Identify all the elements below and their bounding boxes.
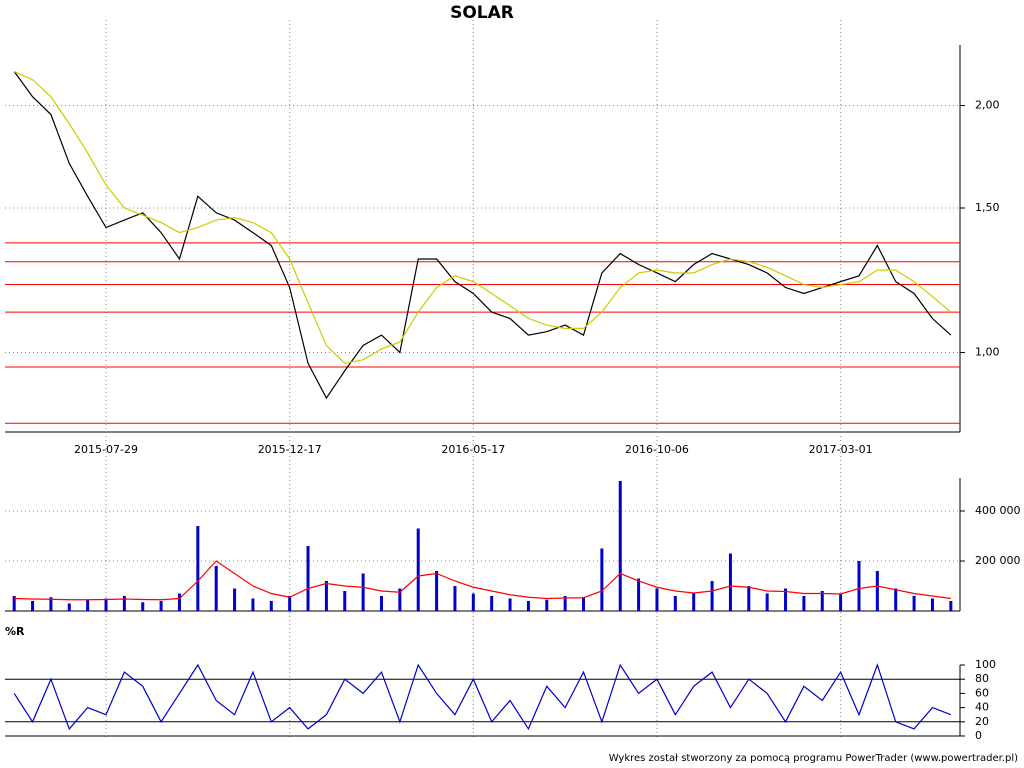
volume-bar: [949, 601, 953, 611]
series-line: [13, 71, 952, 400]
chart-title: SOLAR: [450, 3, 514, 23]
y-tick-label: 0: [975, 729, 982, 742]
volume-bar: [379, 596, 383, 611]
volume-bar: [453, 586, 457, 611]
y-tick-label: 200 000: [975, 554, 1021, 567]
volume-bar: [655, 588, 659, 611]
volume-bar: [67, 603, 71, 611]
x-tick-label: 2016-05-17: [441, 443, 505, 456]
footer: Wykres został stworzony za pomocą progra…: [609, 753, 1018, 764]
volume-bar: [122, 596, 126, 611]
volume-bar: [912, 596, 916, 611]
volume-bar: [12, 596, 16, 611]
volume-bar: [251, 598, 255, 611]
volume-bar: [839, 593, 843, 611]
y-tick-label: 60: [975, 686, 989, 699]
volume-bar: [159, 601, 163, 611]
volume-bar: [747, 586, 751, 611]
y-tick-label: 1,00: [975, 345, 1000, 358]
volume-bar: [728, 553, 732, 611]
volume-bar: [673, 596, 677, 611]
series-line: [13, 663, 952, 731]
x-tick-label: 2015-12-17: [258, 443, 322, 456]
volume-bar: [710, 581, 714, 611]
volume-bar: [324, 581, 328, 611]
y-tick-label: 100: [975, 658, 996, 671]
volume-bar: [894, 588, 898, 611]
panel-title: %R: [5, 625, 25, 638]
volume-bar: [104, 598, 108, 611]
volume-bar: [508, 598, 512, 611]
volume-bar: [141, 602, 145, 611]
volume-bar: [563, 596, 567, 611]
volume-bar: [784, 588, 788, 611]
volume-bar: [526, 601, 530, 611]
x-tick-label: 2016-10-06: [625, 443, 689, 456]
y-tick-label: 20: [975, 715, 989, 728]
series-line: [13, 70, 952, 364]
volume-bar: [288, 596, 292, 611]
y-tick-label: 2,00: [975, 98, 1000, 111]
y-tick-label: 80: [975, 672, 989, 685]
volume-bar: [86, 599, 90, 611]
volume-bar: [471, 593, 475, 611]
volume-bar: [177, 593, 181, 611]
volume-bar: [930, 598, 934, 611]
volume-bar: [875, 571, 879, 611]
volume-bar: [306, 546, 310, 611]
y-tick-label: 400 000: [975, 504, 1021, 517]
volume-bar: [765, 593, 769, 611]
volume-bar: [545, 599, 549, 611]
volume-bar: [233, 588, 237, 611]
volume-bar: [31, 601, 35, 611]
volume-bar: [196, 526, 200, 611]
volume-bar: [600, 548, 604, 611]
x-tick-label: 2017-03-01: [809, 443, 873, 456]
volume-bar: [269, 601, 273, 611]
volume-bar: [582, 597, 586, 611]
volume-bar: [618, 481, 622, 611]
series-line: [14, 560, 951, 601]
volume-bar: [361, 573, 365, 611]
y-tick-label: 40: [975, 701, 989, 714]
volume-bar: [343, 591, 347, 611]
x-tick-label: 2015-07-29: [74, 443, 138, 456]
volume-bar: [820, 591, 824, 611]
volume-bar: [416, 528, 420, 611]
volume-bar: [214, 566, 218, 611]
volume-bar: [490, 596, 494, 611]
volume-bar: [857, 561, 861, 611]
volume-bar: [435, 571, 439, 611]
y-tick-label: 1,50: [975, 201, 1000, 214]
volume-bar: [398, 588, 402, 611]
volume-bar: [49, 597, 53, 611]
volume-bar: [802, 596, 806, 611]
volume-bar: [692, 593, 696, 611]
volume-bar: [637, 578, 641, 611]
